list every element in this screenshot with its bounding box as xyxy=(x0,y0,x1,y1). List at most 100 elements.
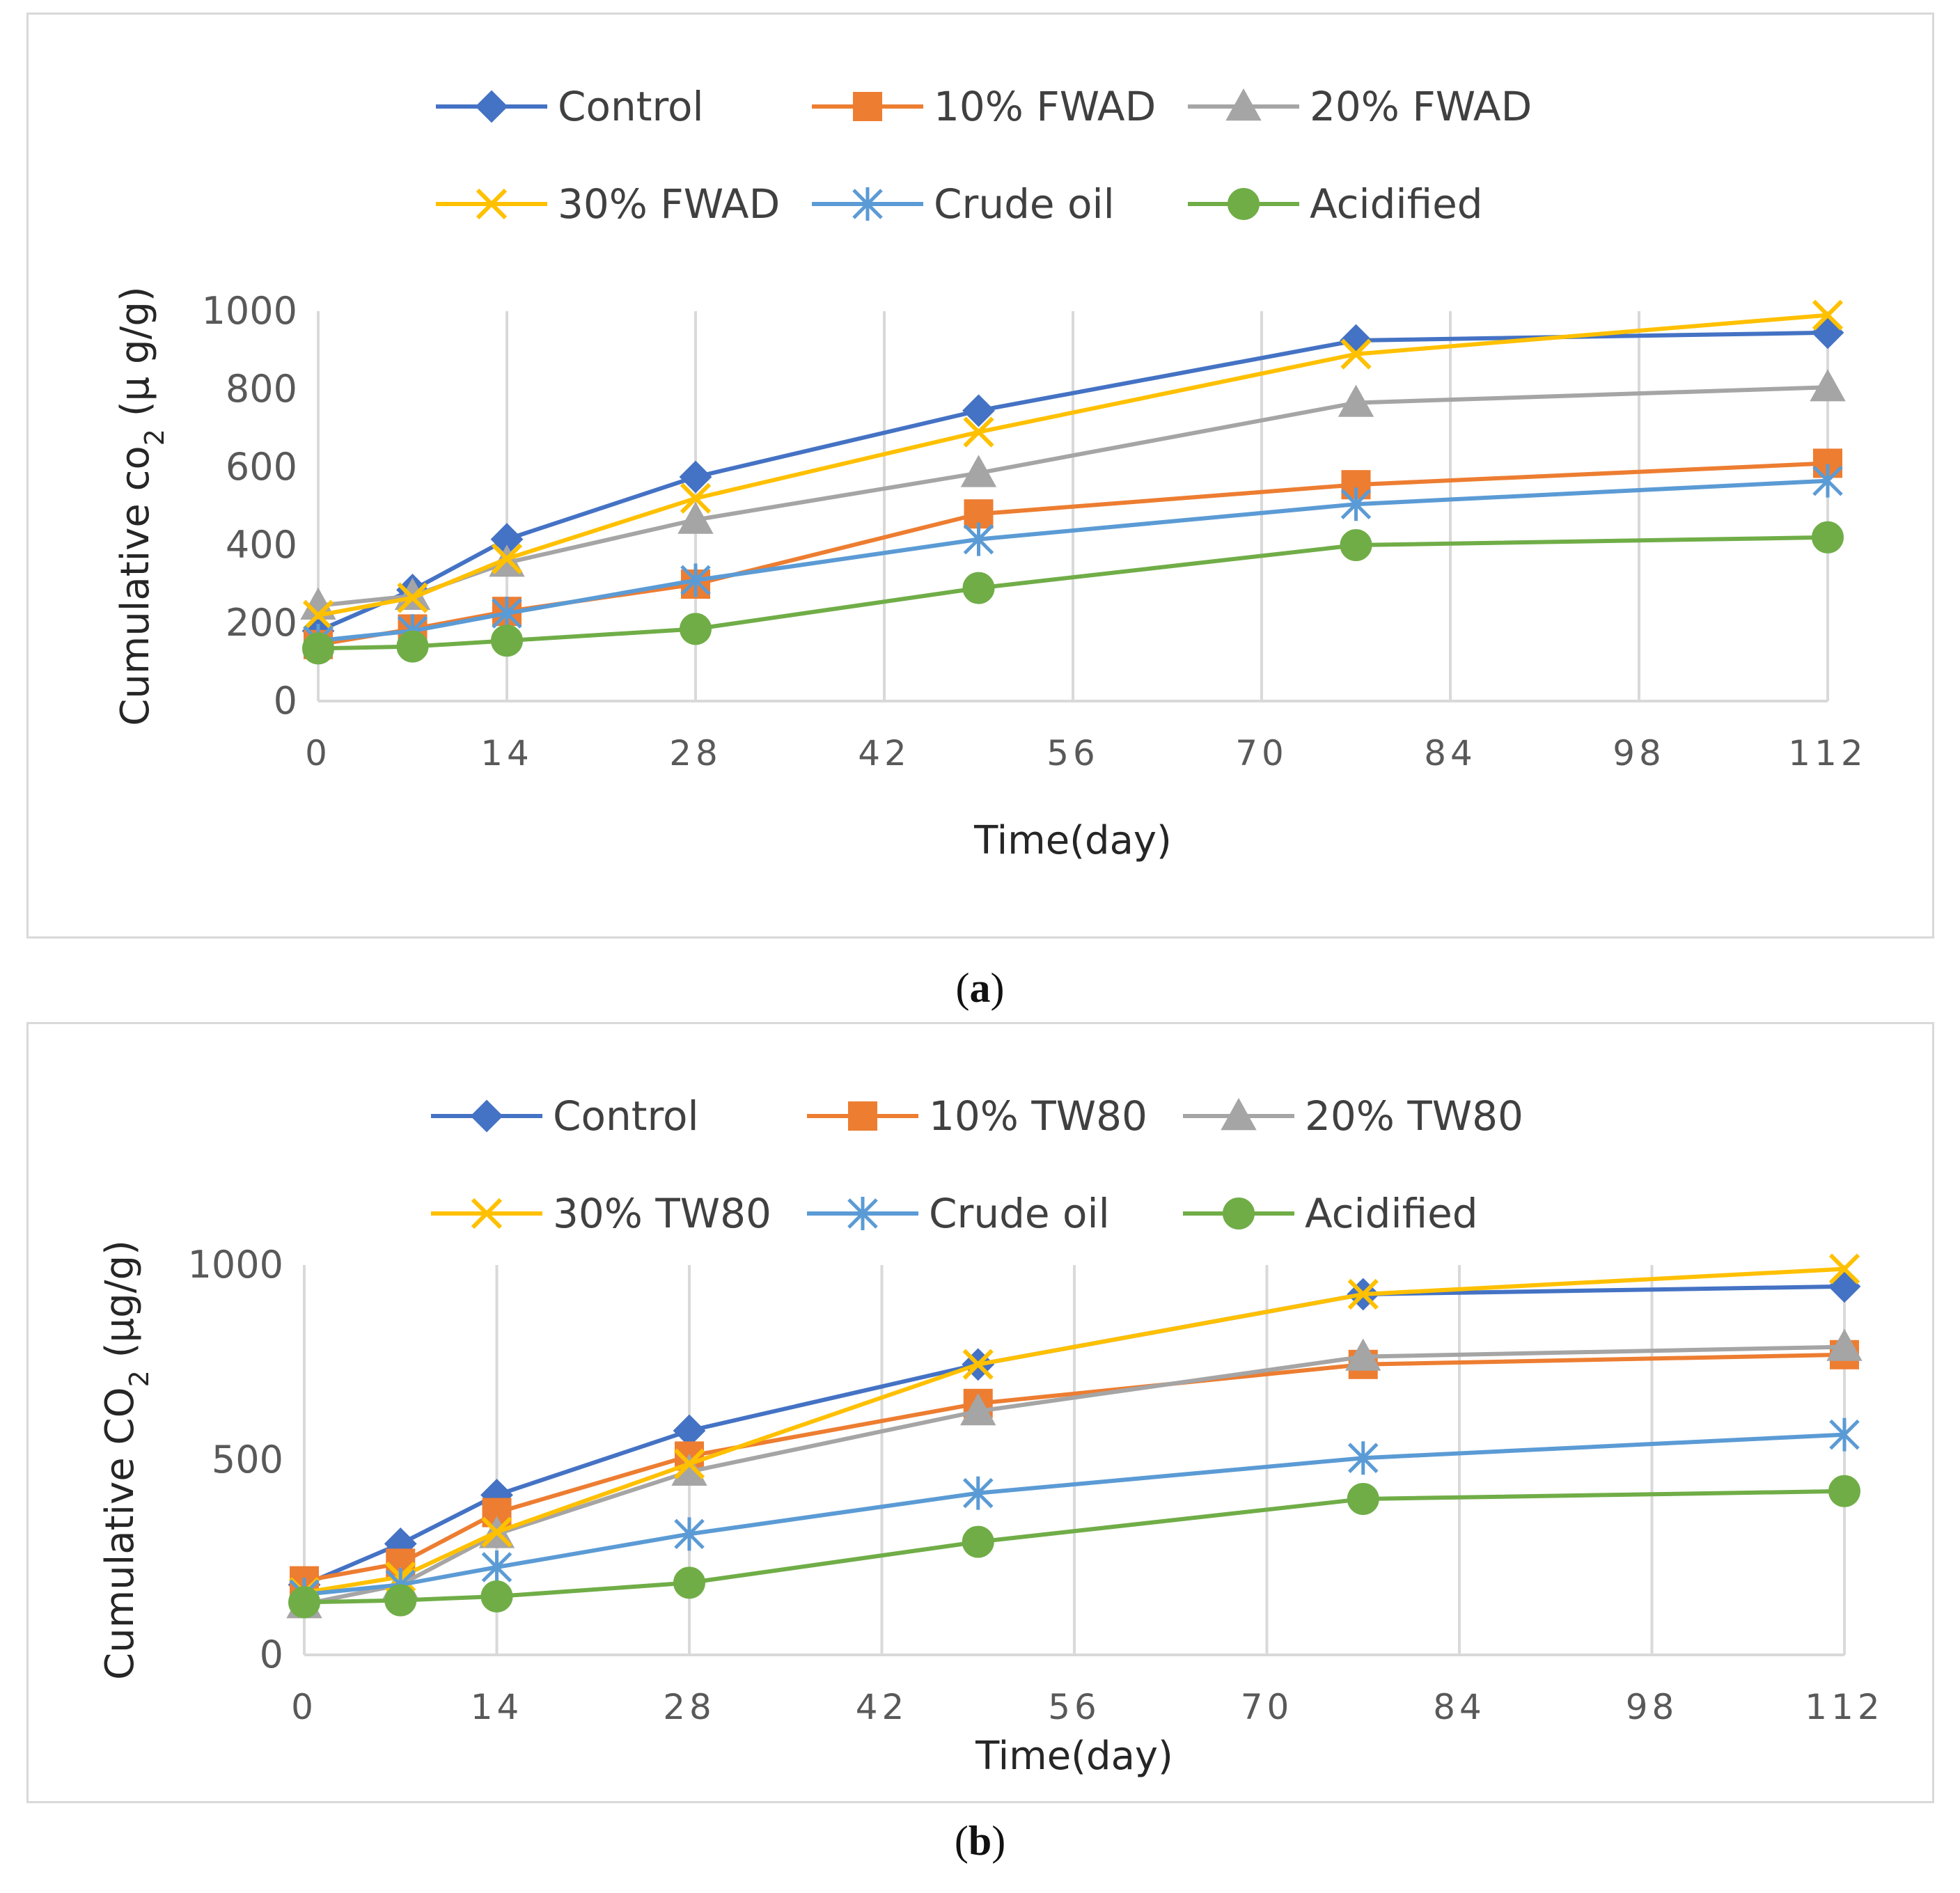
point-crude-oil-day-14 xyxy=(492,597,522,630)
point-20pct-fwad-day-49 xyxy=(960,455,997,487)
point-crude-oil-day-28 xyxy=(674,1517,705,1551)
series-group xyxy=(300,299,1846,665)
point-acidified-day-14 xyxy=(491,625,523,657)
point-30pct-fwad-day-112 xyxy=(1812,299,1844,331)
point-30pct-fwad-day-0 xyxy=(302,599,334,631)
legend-item-acidified: Acidified xyxy=(1183,1190,1478,1237)
x-tick-label-28: 28 xyxy=(663,1687,716,1727)
chart-panel-a: 0 14 28 42 56 70 84 98 112 0 200 400 600 800 1000 Time(… xyxy=(26,13,1934,938)
legend-label-30pct-fwad: 30% FWAD xyxy=(558,180,780,228)
x-tick-label-28: 28 xyxy=(669,733,722,773)
chart-b-svg: 0 14 28 42 56 70 84 98 112 0 500 1000 Time(day) Cumul… xyxy=(97,1092,1880,1779)
y-axis-title: Cumulative co2 (μ g/g) xyxy=(113,286,170,726)
caption-a-label: a xyxy=(969,965,991,1011)
legend-marker-crude-oil xyxy=(852,187,883,221)
legend-item-20pct-tw80: 20% TW80 xyxy=(1183,1092,1523,1140)
legend-marker-acidified xyxy=(1228,188,1260,220)
y-axis-title: Cumulative CO2 (μg/g) xyxy=(97,1240,155,1680)
legend-item-30pct-tw80: 30% TW80 xyxy=(431,1190,771,1237)
point-acidified-day-77 xyxy=(1340,529,1372,561)
point-30pct-fwad-day-14 xyxy=(491,543,523,574)
point-crude-oil-day-14 xyxy=(481,1550,512,1584)
legend-item-10pct-fwad: 10% FWAD xyxy=(812,83,1156,130)
x-axis-title: Time(day) xyxy=(975,1734,1173,1779)
x-tick-label-14: 14 xyxy=(471,1687,524,1727)
legend-label-10pct-fwad: 10% FWAD xyxy=(934,83,1156,130)
x-tick-label-56: 56 xyxy=(1048,1687,1101,1727)
legend-marker-10pct-tw80 xyxy=(848,1101,877,1131)
y-tick-label-1000: 1000 xyxy=(188,1243,283,1287)
series-30pct-fwad xyxy=(302,299,1844,631)
y-tick-label-200: 200 xyxy=(226,601,297,645)
point-acidified-day-14 xyxy=(480,1580,513,1612)
point-crude-oil-day-28 xyxy=(680,563,711,597)
legend-label-acidified: Acidified xyxy=(1310,180,1483,228)
point-acidified-day-112 xyxy=(1812,521,1844,553)
point-30pct-tw80-day-77 xyxy=(1347,1278,1379,1310)
point-30pct-tw80-day-49 xyxy=(962,1349,994,1380)
y-tick-label-800: 800 xyxy=(226,367,297,411)
x-tick-label-98: 98 xyxy=(1613,733,1665,773)
x-tick-label-70: 70 xyxy=(1235,733,1288,773)
legend-label-crude-oil: Crude oil xyxy=(929,1190,1110,1237)
legend-marker-control xyxy=(470,1099,503,1133)
x-tick-label-70: 70 xyxy=(1241,1687,1294,1727)
x-tick-labels: 0 14 28 42 56 70 84 98 112 xyxy=(291,1687,1880,1727)
legend-item-30pct-fwad: 30% FWAD xyxy=(436,180,780,228)
x-tick-label-0: 0 xyxy=(305,733,331,773)
x-tick-label-56: 56 xyxy=(1046,733,1099,773)
legend-label-control: Control xyxy=(553,1092,699,1140)
point-30pct-tw80-day-28 xyxy=(673,1448,705,1479)
legend-marker-30pct-fwad xyxy=(476,188,508,220)
point-30pct-fwad-day-7 xyxy=(397,582,428,613)
point-acidified-day-0 xyxy=(288,1586,320,1619)
point-crude-oil-day-77 xyxy=(1340,487,1372,521)
point-30pct-fwad-day-49 xyxy=(963,416,994,448)
series-acidified xyxy=(288,1475,1860,1619)
point-acidified-day-28 xyxy=(680,613,712,645)
point-acidified-day-49 xyxy=(962,1525,994,1558)
x-axis-title: Time(day) xyxy=(973,818,1172,863)
legend-label-acidified: Acidified xyxy=(1305,1190,1478,1237)
point-30pct-fwad-day-28 xyxy=(680,482,712,514)
legend-label-20pct-fwad: 20% FWAD xyxy=(1310,83,1532,130)
legend-item-20pct-fwad: 20% FWAD xyxy=(1188,83,1532,130)
series-group xyxy=(286,1253,1863,1619)
x-tick-label-84: 84 xyxy=(1424,733,1477,773)
x-tick-label-14: 14 xyxy=(480,733,533,773)
y-tick-label-500: 500 xyxy=(212,1438,283,1482)
chart-a-svg: 0 14 28 42 56 70 84 98 112 0 200 400 600 800 1000 Time(… xyxy=(113,83,1867,863)
y-tick-label-0: 0 xyxy=(274,679,297,723)
point-acidified-day-28 xyxy=(673,1566,705,1599)
x-tick-label-0: 0 xyxy=(291,1687,317,1727)
point-30pct-tw80-day-14 xyxy=(481,1516,512,1548)
y-tick-label-0: 0 xyxy=(260,1633,283,1676)
legend-item-acidified: Acidified xyxy=(1188,180,1483,228)
legend-item-crude-oil: Crude oil xyxy=(807,1190,1110,1237)
legend-marker-acidified xyxy=(1223,1197,1255,1230)
chart-panel-b: 0 14 28 42 56 70 84 98 112 0 500 1000 Time(day) Cumul… xyxy=(26,1022,1934,1803)
x-tick-labels: 0 14 28 42 56 70 84 98 112 xyxy=(305,733,1867,773)
legend-label-crude-oil: Crude oil xyxy=(934,180,1115,228)
legend-label-30pct-tw80: 30% TW80 xyxy=(553,1190,771,1237)
legend-label-20pct-tw80: 20% TW80 xyxy=(1305,1092,1523,1140)
caption-b: (b) xyxy=(954,1818,1006,1864)
point-20pct-tw80-day-77 xyxy=(1345,1338,1381,1371)
legend-item-10pct-tw80: 10% TW80 xyxy=(807,1092,1147,1140)
x-tick-label-42: 42 xyxy=(856,1687,909,1727)
y-tick-label-400: 400 xyxy=(226,523,297,567)
point-acidified-day-7 xyxy=(396,630,429,663)
y-tick-label-600: 600 xyxy=(226,445,297,489)
point-20pct-fwad-day-28 xyxy=(677,501,714,534)
x-tick-label-98: 98 xyxy=(1626,1687,1679,1727)
point-acidified-day-77 xyxy=(1347,1483,1379,1515)
y-tick-labels: 0 500 1000 xyxy=(188,1243,283,1676)
point-control-day-112 xyxy=(1811,316,1844,349)
point-30pct-fwad-day-77 xyxy=(1340,338,1372,370)
x-tick-label-84: 84 xyxy=(1433,1687,1486,1727)
caption-a: (a) xyxy=(955,965,1005,1011)
legend: Control 10% FWAD 20% FWAD 30% FWAD Crude oil… xyxy=(436,83,1532,228)
x-tick-label-112: 112 xyxy=(1788,733,1867,773)
point-crude-oil-day-49 xyxy=(963,522,994,556)
point-acidified-day-112 xyxy=(1828,1475,1860,1507)
